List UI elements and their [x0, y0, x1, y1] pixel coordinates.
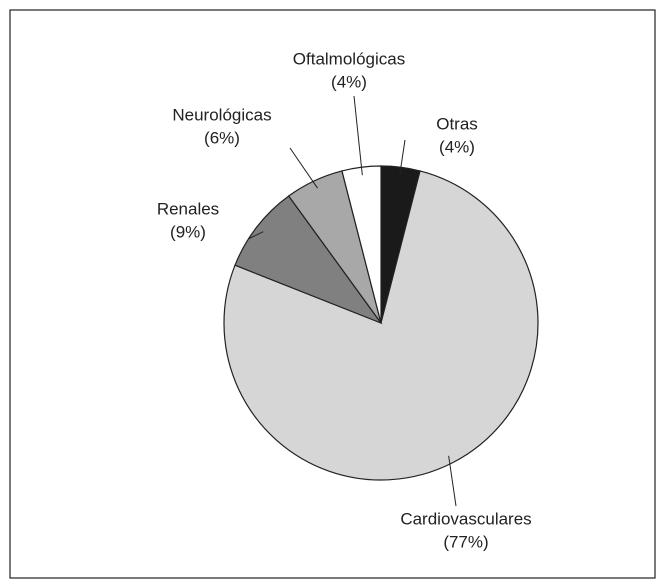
leader-line — [399, 139, 406, 176]
slice-value-label: (4%) — [439, 137, 475, 156]
slice-value-label: (9%) — [170, 222, 206, 241]
slice-value-label: (77%) — [443, 532, 488, 551]
slice-value-label: (6%) — [204, 128, 240, 147]
pie-slice — [234, 195, 383, 325]
slice-value-label: (4%) — [331, 72, 367, 91]
leader-line — [289, 147, 318, 189]
slice-label: Oftalmológicas — [293, 49, 405, 68]
slice-label: Neurológicas — [172, 105, 271, 124]
slice-label: Otras — [436, 114, 478, 133]
slice-label: Cardiovasculares — [400, 509, 531, 528]
pie-slice — [223, 170, 539, 481]
leader-line — [353, 95, 363, 176]
leader-line — [448, 455, 457, 507]
leader-line — [247, 231, 264, 240]
slice-label: Renales — [157, 199, 219, 218]
